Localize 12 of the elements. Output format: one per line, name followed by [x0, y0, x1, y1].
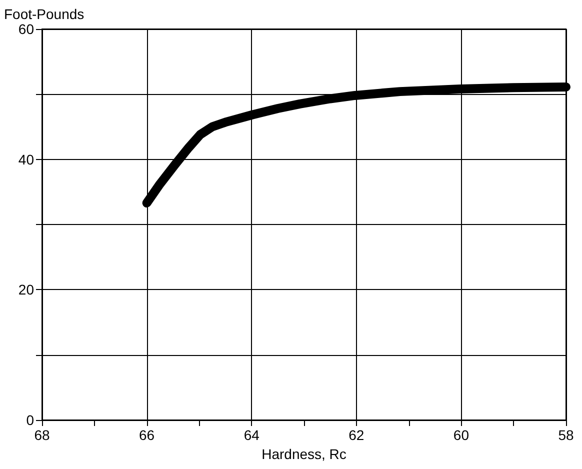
- x-axis-title: Hardness, Rc: [262, 446, 346, 462]
- x-tick-label: 60: [453, 427, 470, 443]
- x-tick-label: 68: [34, 427, 50, 443]
- x-tick-label: 62: [348, 427, 364, 443]
- y-tick-label: 20: [18, 282, 34, 298]
- y-tick-label: 60: [18, 21, 34, 37]
- x-tick-label: 64: [244, 427, 260, 443]
- y-axis-title: Foot-Pounds: [4, 6, 84, 22]
- x-tick-label: 58: [558, 427, 574, 443]
- x-tick-label: 66: [139, 427, 155, 443]
- y-tick-label: 0: [26, 412, 34, 428]
- y-tick-label: 40: [18, 151, 34, 168]
